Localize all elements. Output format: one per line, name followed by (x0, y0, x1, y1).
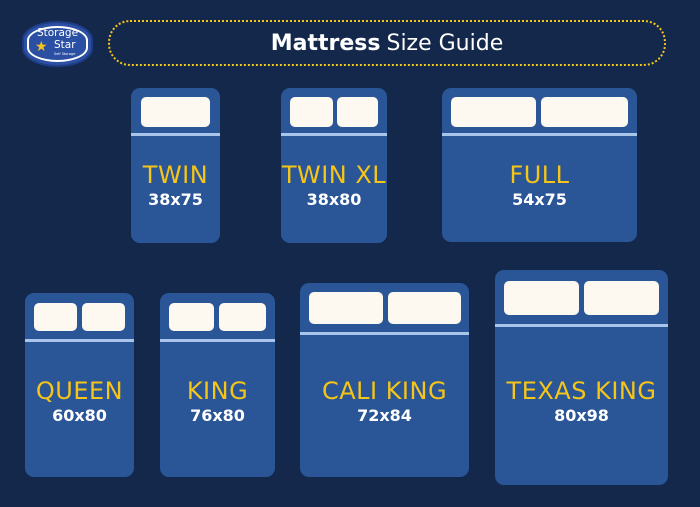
pillow (388, 292, 461, 324)
pillow (169, 303, 214, 331)
pillow (34, 303, 77, 331)
bed-label: KING (186, 377, 249, 405)
bed-dimensions: 38x80 (306, 190, 362, 209)
bed-label: TWIN (142, 161, 209, 189)
title-rest: Size Guide (386, 30, 504, 56)
storage-star-logo: Storage ★ Star Self Storage (24, 23, 91, 65)
star-icon: ★ (35, 39, 48, 55)
logo-text: Star (54, 39, 76, 51)
bed-twin: TWIN 38x75 (131, 88, 220, 243)
bed-dimensions: 54x75 (512, 190, 567, 209)
pillow (584, 281, 659, 315)
sheet-line (131, 133, 220, 136)
bed-twin-xl: TWIN XL 38x80 (281, 88, 387, 243)
page-title: Mattress Size Guide (108, 20, 666, 66)
pillow (219, 303, 266, 331)
bed-queen: QUEEN 60x80 (25, 293, 134, 477)
pillow (309, 292, 383, 324)
bed-king: KING 76x80 (160, 293, 275, 477)
sheet-line (25, 339, 134, 342)
bed-dimensions: 80x98 (554, 406, 609, 425)
bed-label: QUEEN (35, 377, 124, 405)
bed-dimensions: 60x80 (52, 406, 107, 425)
pillow (504, 281, 579, 315)
bed-label: FULL (509, 161, 570, 189)
sheet-line (281, 133, 387, 136)
pillow (451, 97, 536, 127)
bed-label: TEXAS KING (506, 377, 657, 405)
bed-label: TWIN XL (281, 161, 387, 189)
sheet-line (300, 332, 469, 335)
sheet-line (495, 324, 668, 327)
bed-dimensions: 76x80 (190, 406, 245, 425)
bed-full: FULL 54x75 (442, 88, 637, 242)
pillow (541, 97, 628, 127)
sheet-line (160, 339, 275, 342)
bed-dimensions: 72x84 (357, 406, 412, 425)
logo-text: Storage (36, 27, 79, 39)
pillow (337, 97, 378, 127)
bed-texas-king: TEXAS KING 80x98 (495, 270, 668, 485)
bed-label: CALI KING (321, 377, 448, 405)
sheet-line (442, 133, 637, 136)
bed-dimensions: 38x75 (148, 190, 203, 209)
pillow (141, 97, 210, 127)
logo-tagline: Self Storage (54, 52, 76, 56)
title-bold: Mattress (270, 30, 381, 56)
bed-cali-king: CALI KING 72x84 (300, 283, 469, 477)
pillow (290, 97, 333, 127)
pillow (82, 303, 125, 331)
